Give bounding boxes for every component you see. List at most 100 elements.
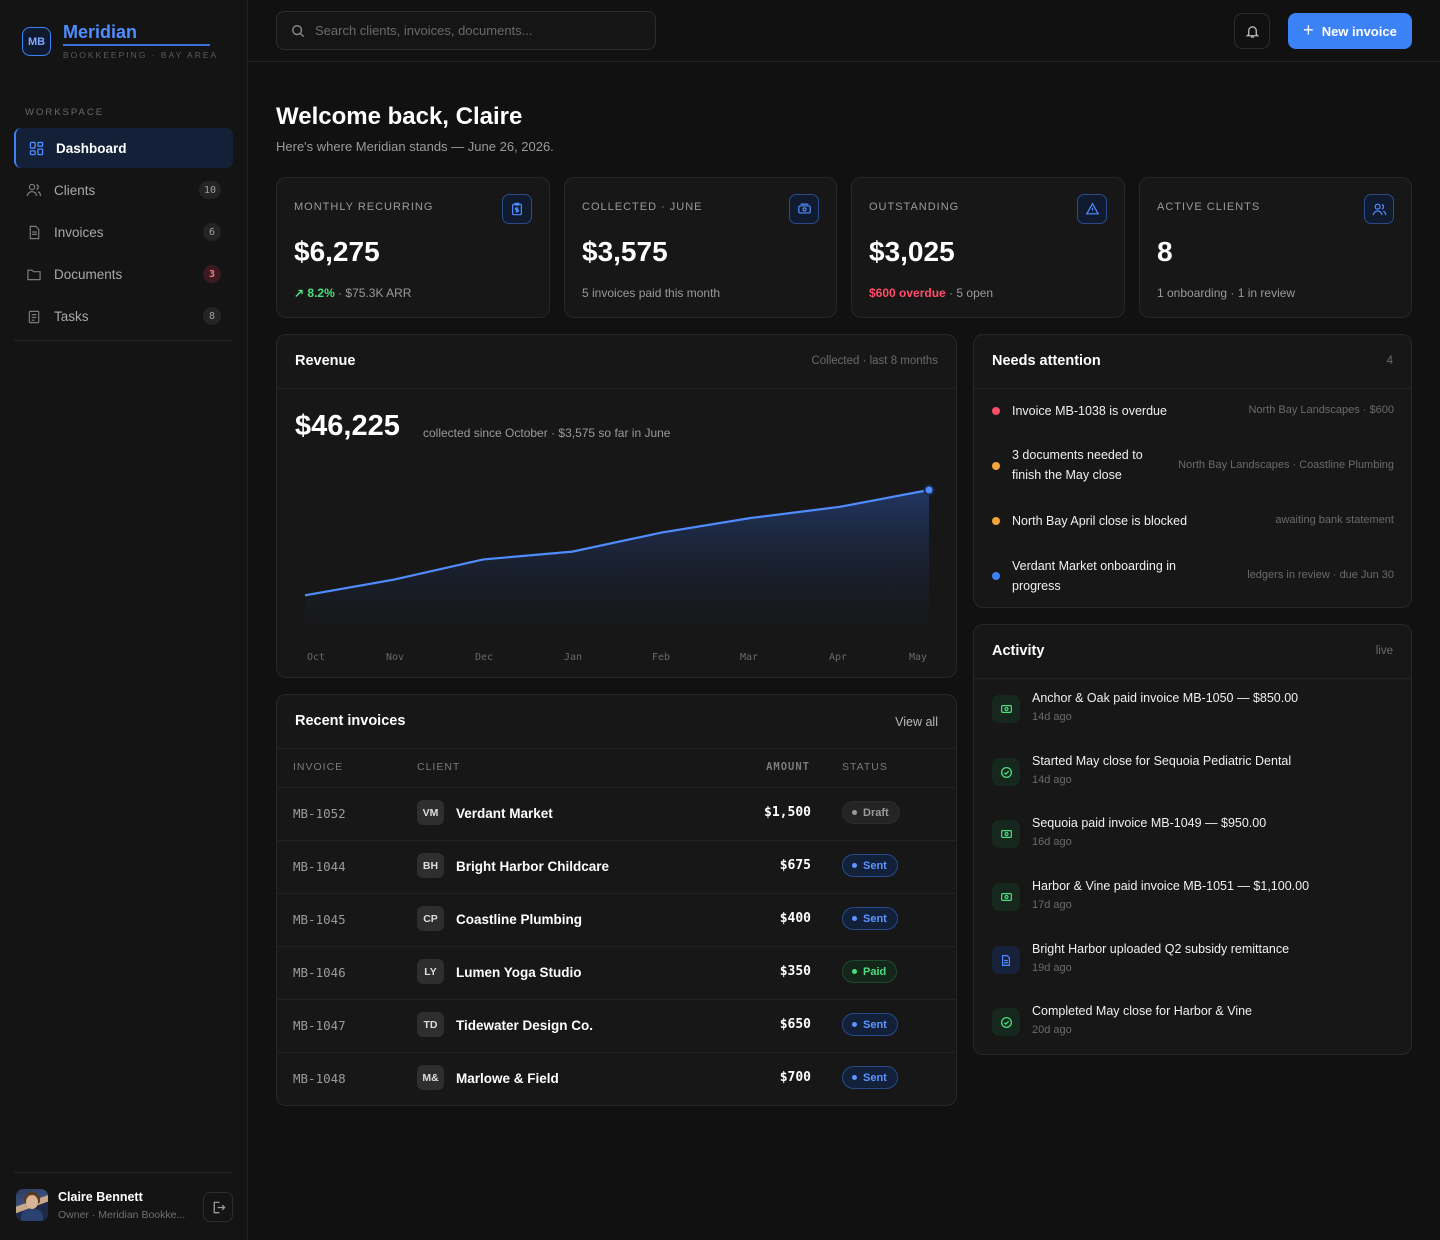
view-all-link[interactable]: View all (895, 715, 938, 729)
activity-item[interactable]: Completed May close for Harbor & Vine 20… (992, 1004, 1394, 1054)
stat-footnote: 1 onboarding · 1 in review (1157, 286, 1296, 300)
clipboard-dollar-icon (502, 194, 532, 224)
activity-text: Sequoia paid invoice MB-1049 — $950.00 (1032, 816, 1267, 830)
client-initials-avatar: LY (417, 959, 444, 984)
client-name[interactable]: Bright Harbor Childcare (456, 859, 610, 874)
invoice-amount: $700 (779, 1070, 811, 1085)
x-tick-label: May (909, 652, 927, 663)
client-name[interactable]: Coastline Plumbing (456, 912, 583, 927)
activity-item[interactable]: Bright Harbor uploaded Q2 subsidy remitt… (992, 942, 1394, 992)
users-icon (1364, 194, 1394, 224)
user-name: Claire Bennett (58, 1190, 143, 1204)
revenue-card: Revenue Collected · last 8 months $46,22… (276, 334, 957, 678)
stat-foot-text: · $75.3K ARR (334, 286, 412, 300)
stat-foot-text: · 5 open (945, 286, 994, 300)
activity-text: Started May close for Sequoia Pediatric … (1032, 754, 1292, 768)
brand[interactable]: MB Meridian BOOKKEEPING · BAY AREA (22, 22, 222, 60)
sidebar-item-dashboard[interactable]: Dashboard (14, 128, 233, 168)
stat-value: $3,025 (869, 236, 955, 267)
sidebar-item-label: Dashboard (56, 140, 127, 156)
attention-text: Verdant Market onboarding in (1012, 559, 1176, 573)
stat-card-collected[interactable]: COLLECTED · JUNE $3,575 5 invoices paid … (564, 177, 837, 318)
invoices-title: Recent invoices (295, 713, 406, 729)
sidebar-item-label: Tasks (54, 308, 89, 324)
stat-value: $3,575 (582, 236, 668, 267)
attention-count: 4 (1386, 355, 1393, 367)
attention-text-line2: finish the May close (1012, 468, 1122, 482)
status-badge: Paid (842, 960, 898, 983)
invoice-number[interactable]: MB-1045 (293, 912, 346, 927)
invoice-amount: $675 (779, 858, 811, 873)
client-name[interactable]: Lumen Yoga Studio (456, 965, 582, 980)
table-row[interactable]: MB-1048 M& Marlowe & Field $700 Sent (277, 1052, 957, 1105)
invoice-amount: $400 (779, 911, 811, 926)
x-tick-label: Oct (307, 652, 325, 663)
new-invoice-button[interactable]: + New invoice (1288, 13, 1412, 49)
folder-icon (26, 266, 42, 282)
column-header-amount[interactable]: AMOUNT (766, 761, 810, 773)
invoice-number[interactable]: MB-1048 (293, 1071, 346, 1086)
table-row[interactable]: MB-1044 BH Bright Harbor Childcare $675 Sent (277, 840, 957, 893)
attention-item[interactable]: Verdant Market onboarding in progress le… (992, 556, 1394, 600)
invoice-amount: $650 (779, 1017, 811, 1032)
table-row[interactable]: MB-1046 LY Lumen Yoga Studio $350 Paid (277, 946, 957, 999)
invoice-number[interactable]: MB-1047 (293, 1018, 346, 1033)
attention-title: Needs attention (992, 353, 1101, 369)
attention-item[interactable]: North Bay April close is blocked awaitin… (992, 511, 1394, 541)
stat-card-active-clients[interactable]: ACTIVE CLIENTS 8 1 onboarding · 1 in rev… (1139, 177, 1412, 318)
search-icon (292, 24, 305, 37)
attention-meta: awaiting bank statement (1275, 514, 1394, 526)
table-row[interactable]: MB-1047 TD Tidewater Design Co. $650 Sent (277, 999, 957, 1052)
activity-item[interactable]: Sequoia paid invoice MB-1049 — $950.00 1… (992, 816, 1394, 866)
sidebar-item-documents[interactable]: Documents 3 (14, 254, 233, 294)
sidebar-item-clients[interactable]: Clients 10 (14, 170, 233, 210)
attention-item[interactable]: 3 documents needed to finish the May clo… (992, 445, 1394, 489)
activity-item[interactable]: Harbor & Vine paid invoice MB-1051 — $1,… (992, 879, 1394, 929)
activity-item[interactable]: Anchor & Oak paid invoice MB-1050 — $850… (992, 691, 1394, 741)
table-row[interactable]: MB-1045 CP Coastline Plumbing $400 Sent (277, 893, 957, 946)
count-badge: 3 (203, 265, 221, 283)
activity-time: 17d ago (1032, 899, 1072, 911)
stat-card-mrr[interactable]: MONTHLY RECURRING $6,275 ↗ 8.2% · $75.3K… (276, 177, 550, 318)
status-badge: Draft (842, 801, 900, 824)
stat-label: ACTIVE CLIENTS (1157, 201, 1261, 213)
activity-text: Harbor & Vine paid invoice MB-1051 — $1,… (1032, 879, 1310, 893)
sidebar-item-invoices[interactable]: Invoices 6 (14, 212, 233, 252)
search-input[interactable] (315, 23, 635, 38)
revenue-title: Revenue (295, 353, 356, 369)
notifications-button[interactable] (1234, 13, 1270, 49)
attention-text: 3 documents needed to (1012, 448, 1143, 462)
avatar[interactable] (16, 1189, 48, 1221)
client-name[interactable]: Tidewater Design Co. (456, 1018, 594, 1033)
invoice-number[interactable]: MB-1046 (293, 965, 346, 980)
activity-item[interactable]: Started May close for Sequoia Pediatric … (992, 754, 1394, 804)
stat-card-outstanding[interactable]: OUTSTANDING $3,025 $600 overdue · 5 open (851, 177, 1125, 318)
activity-time: 20d ago (1032, 1024, 1072, 1036)
brand-logo: MB (22, 27, 51, 56)
cash-icon (992, 883, 1020, 911)
search-box[interactable] (276, 11, 656, 50)
invoice-number[interactable]: MB-1052 (293, 806, 346, 821)
table-row[interactable]: MB-1052 VM Verdant Market $1,500 Draft (277, 787, 957, 840)
invoice-amount: $1,500 (764, 805, 811, 820)
column-header-client[interactable]: CLIENT (417, 761, 461, 773)
check-circle-icon (992, 758, 1020, 786)
activity-title: Activity (992, 643, 1045, 659)
data-point[interactable] (923, 484, 935, 496)
overdue-amount: $600 overdue (869, 286, 946, 300)
count-badge: 8 (203, 307, 221, 325)
invoice-number[interactable]: MB-1044 (293, 859, 346, 874)
recent-invoices-card: Recent invoices View all INVOICE CLIENT … (276, 694, 957, 1106)
client-name[interactable]: Marlowe & Field (456, 1071, 559, 1086)
x-tick-label: Feb (652, 652, 670, 663)
attention-item[interactable]: Invoice MB-1038 is overdue North Bay Lan… (992, 401, 1394, 431)
x-tick-label: Nov (386, 652, 404, 663)
logout-button[interactable] (203, 1192, 233, 1222)
status-badge: Sent (842, 854, 898, 877)
column-header-status[interactable]: STATUS (842, 761, 888, 773)
status-dot (992, 462, 1000, 470)
status-badge: Sent (842, 907, 898, 930)
client-name[interactable]: Verdant Market (456, 806, 553, 821)
column-header-invoice[interactable]: INVOICE (293, 761, 344, 773)
sidebar-item-tasks[interactable]: Tasks 8 (14, 296, 233, 336)
